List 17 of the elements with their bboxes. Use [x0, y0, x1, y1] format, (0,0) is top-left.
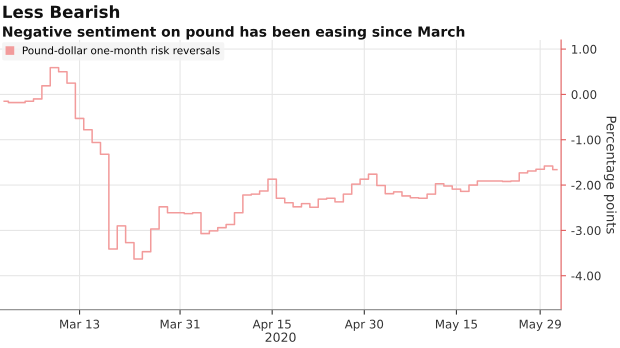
y-axis-title: Percentage points — [604, 116, 617, 234]
chart-title: Less Bearish — [3, 5, 120, 18]
chart-subtitle: Negative sentiment on pound has been easing since March — [3, 26, 464, 40]
x-tick-label: May 29 — [520, 320, 561, 331]
y-tick-label: -2.00 — [571, 180, 601, 190]
x-tick-label: Mar 31 — [160, 320, 200, 329]
legend-label: Pound-dollar one-month risk reversals — [22, 46, 220, 54]
y-tick-label: -1.00 — [571, 135, 601, 144]
y-tick-label: 0.00 — [572, 90, 596, 100]
y-tick-label: -4.00 — [571, 271, 601, 280]
y-tick-label: 1.00 — [572, 44, 596, 54]
x-tick-label: May 15 — [436, 320, 477, 331]
x-tick-label: Mar 13 — [60, 320, 100, 329]
x-axis-title: 2020 — [266, 332, 296, 342]
x-tick-label: Apr 15 — [252, 320, 291, 331]
x-tick-label: Apr 30 — [344, 320, 384, 331]
y-tick-label: -3.00 — [571, 226, 601, 236]
